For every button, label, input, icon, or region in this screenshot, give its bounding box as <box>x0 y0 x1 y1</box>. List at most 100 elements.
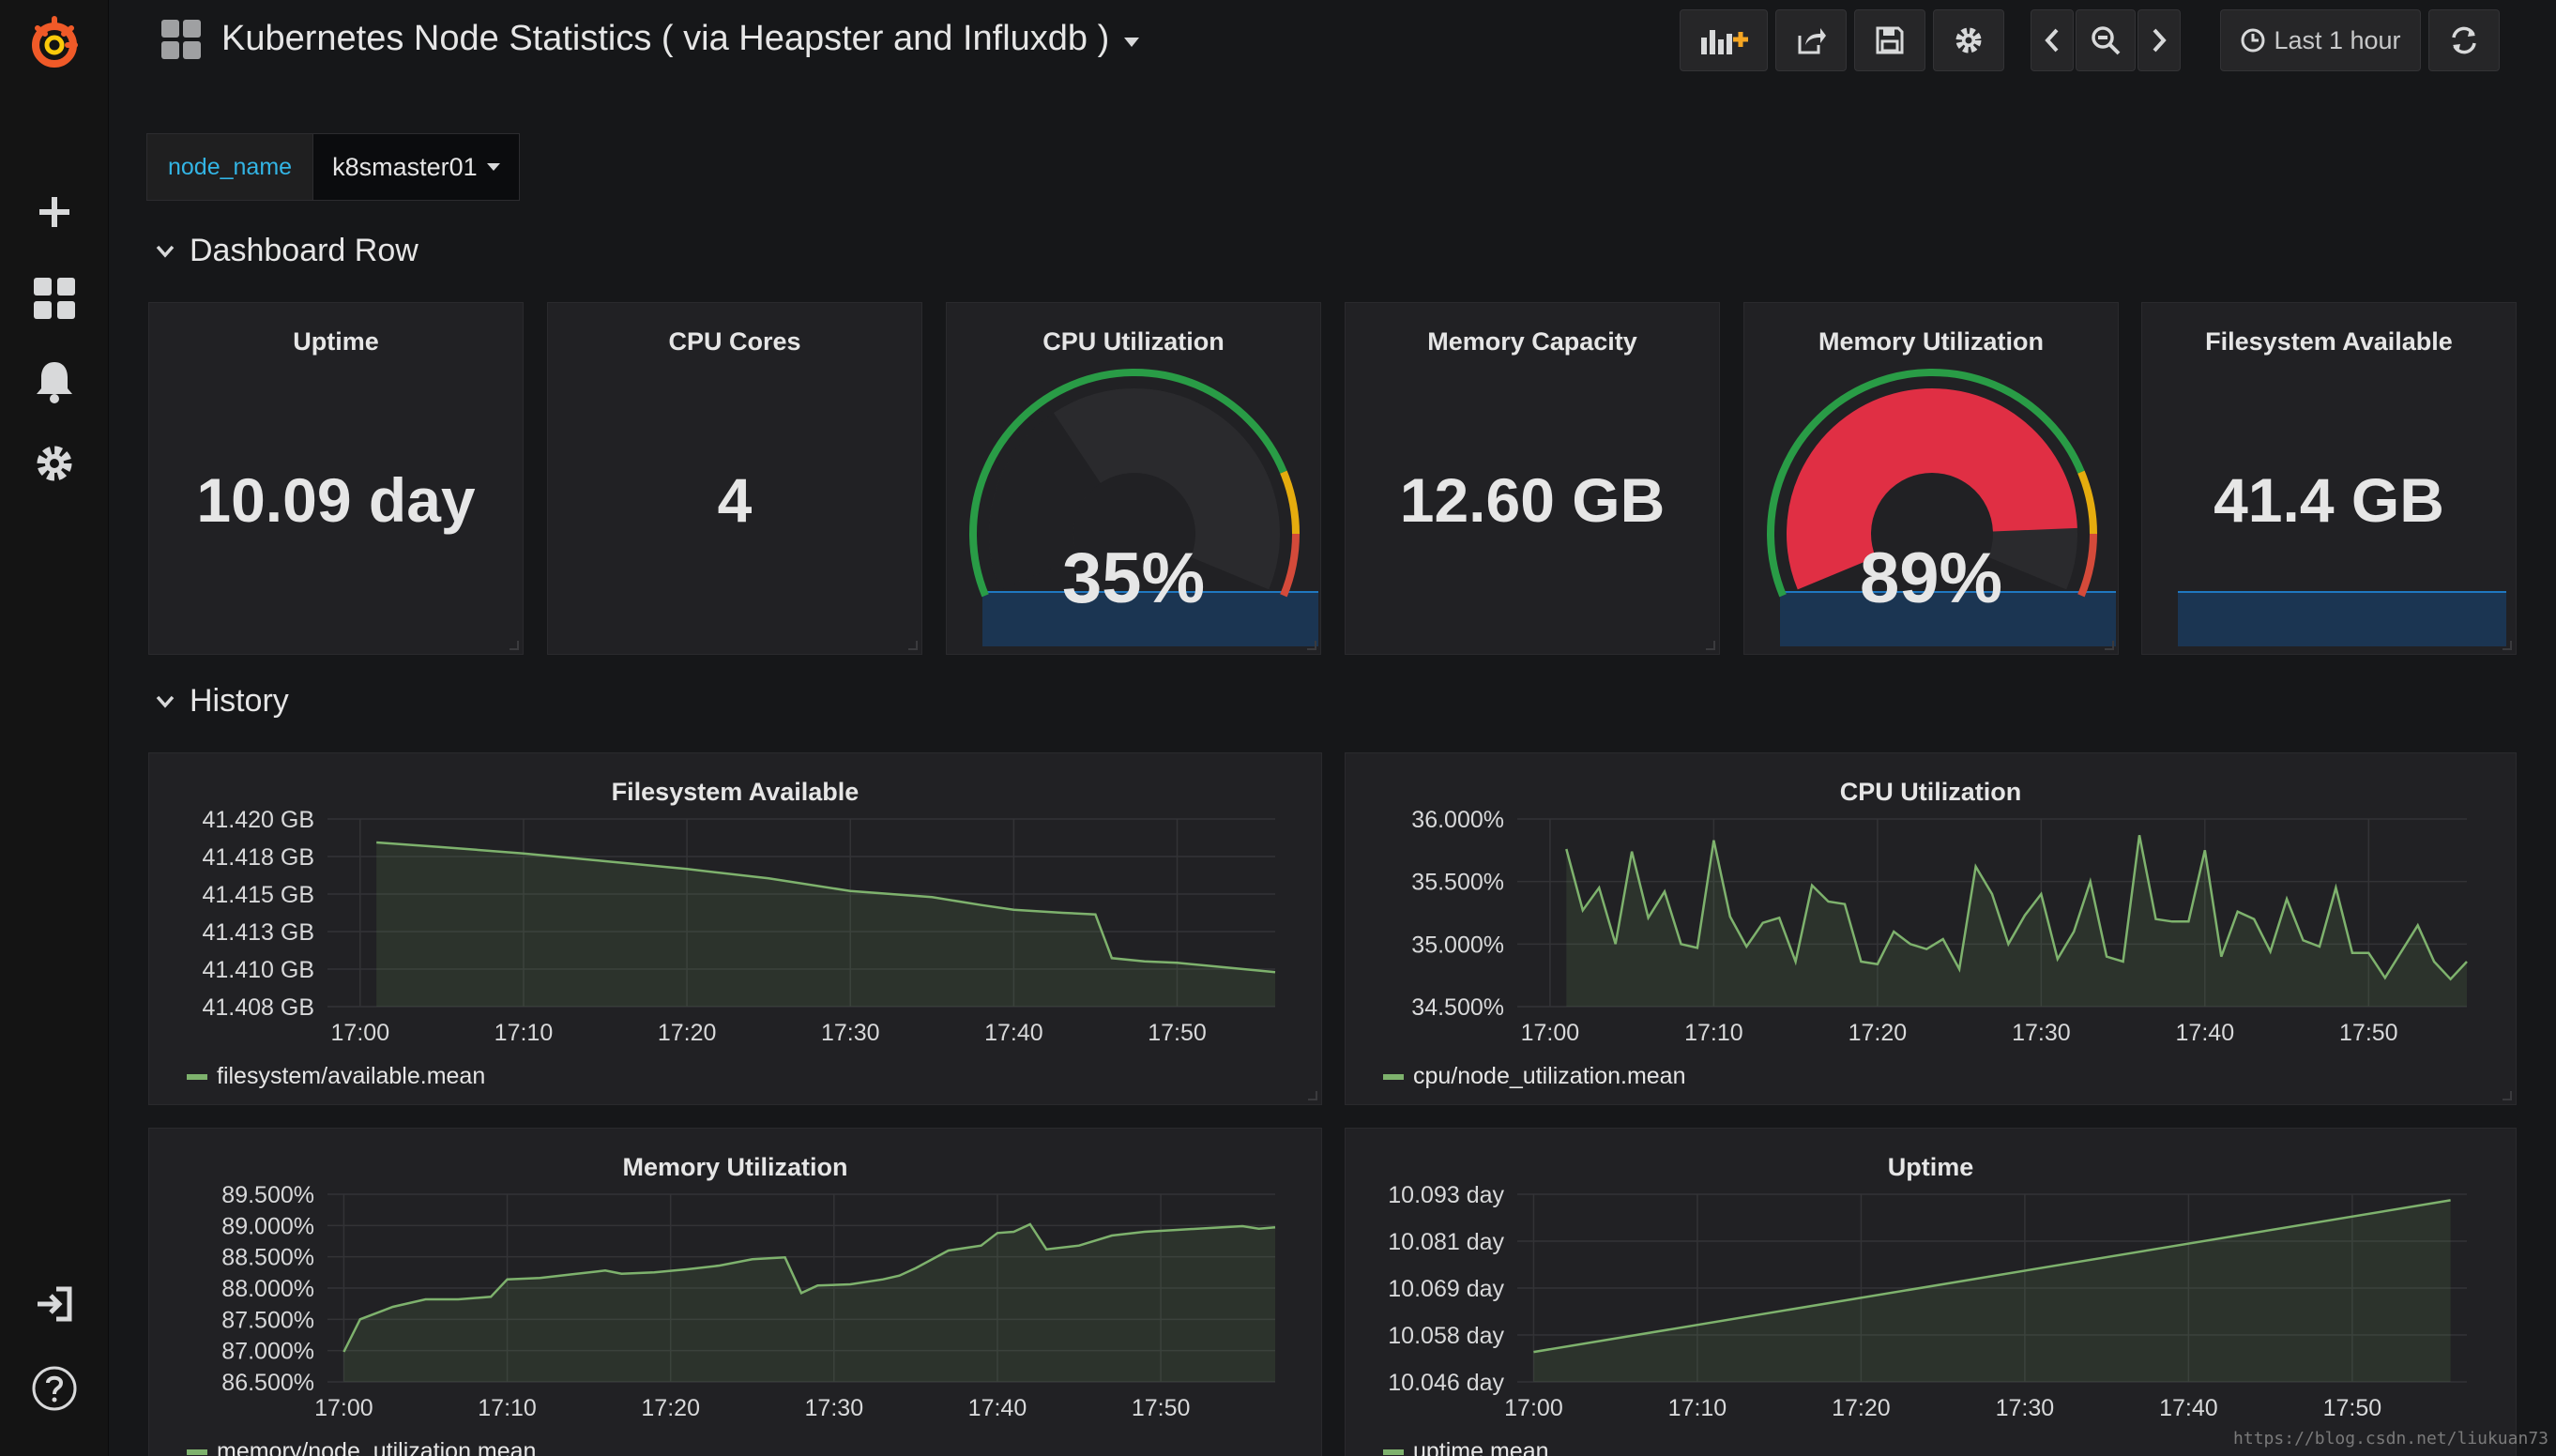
row-header-history[interactable]: History <box>156 683 289 720</box>
add-panel-icon <box>1701 30 1748 54</box>
panel-title: Memory Utilization <box>622 1153 848 1181</box>
resize-handle[interactable] <box>1308 1091 1317 1100</box>
graph-panel-memory-utilization[interactable]: Memory Utilization 89.500% 89.000% 88.500%… <box>148 1128 1322 1456</box>
gauge-threshold-orange <box>1280 470 1300 535</box>
x-tick-label: 17:00 <box>1521 1020 1580 1046</box>
graph-memory-utilization[interactable]: 89.500% 89.000% 88.500% 88.000% 87.500% 87.00… <box>149 1129 1323 1456</box>
x-tick-label: 17:30 <box>821 1020 880 1046</box>
graph-panel-cpu-utilization[interactable]: CPU Utilization 36.000% 35.500% 35.000% 34.… <box>1345 752 2517 1105</box>
resize-handle[interactable] <box>1307 641 1316 650</box>
resize-handle[interactable] <box>510 641 519 650</box>
legend-item[interactable]: memory/node_utilization.mean <box>187 1438 536 1456</box>
graph-cpu-utilization[interactable]: 36.000% 35.500% 35.000% 34.500% 17:00 17:10 17… <box>1346 753 2518 1106</box>
gauge-value: 89% <box>1859 538 2003 618</box>
stat-panel-cpu-cores[interactable]: CPU Cores 4 <box>547 302 922 655</box>
time-picker-button[interactable]: Last 1 hour <box>2220 9 2421 71</box>
create-plus-icon[interactable] <box>0 174 109 250</box>
x-tick-label: 17:30 <box>1996 1395 2055 1421</box>
stat-panel-uptime[interactable]: Uptime 10.09 day <box>148 302 524 655</box>
alerting-bell-icon[interactable] <box>0 343 109 418</box>
top-navbar: Kubernetes Node Statistics ( via Heapste… <box>109 0 2556 86</box>
graph-panel-filesystem-available[interactable]: Filesystem Available 41.420 GB 41.418 GB 4… <box>148 752 1322 1105</box>
y-tick-label: 41.410 GB <box>202 957 314 983</box>
row-header-dashboard-row[interactable]: Dashboard Row <box>156 233 418 269</box>
stat-panel-memory-capacity[interactable]: Memory Capacity 12.60 GB <box>1345 302 1720 655</box>
grafana-logo-icon[interactable] <box>0 6 109 81</box>
x-tick-label: 17:50 <box>1132 1395 1191 1421</box>
panel-title: Filesystem Available <box>611 778 860 806</box>
time-shift-back-button[interactable] <box>2031 9 2074 71</box>
y-tick-label: 36.000% <box>1411 807 1504 833</box>
memory-gauge <box>1767 369 2097 598</box>
x-tick-label: 17:40 <box>968 1395 1027 1421</box>
x-tick-label: 17:10 <box>1684 1020 1743 1046</box>
refresh-icon <box>2452 26 2476 54</box>
x-tick-label: 17:40 <box>984 1020 1043 1046</box>
node-name-select[interactable]: k8smaster01 <box>312 133 520 201</box>
resize-handle[interactable] <box>908 641 918 650</box>
configuration-gear-icon[interactable] <box>0 426 109 501</box>
cpu-gauge <box>969 369 1300 598</box>
resize-handle[interactable] <box>2503 641 2512 650</box>
legend-swatch <box>187 1448 207 1455</box>
series-line <box>376 841 1276 974</box>
add-panel-button[interactable] <box>1680 9 1768 71</box>
x-tick-label: 17:10 <box>478 1395 537 1421</box>
dashboard-title: Kubernetes Node Statistics ( via Heapste… <box>221 19 1110 58</box>
x-tick-label: 17:20 <box>1849 1020 1908 1046</box>
y-tick-label: 89.000% <box>221 1213 314 1239</box>
dashboard-settings-button[interactable] <box>1933 9 2004 71</box>
gauge-threshold-red <box>2077 533 2097 598</box>
x-tick-label: 17:20 <box>1832 1395 1891 1421</box>
graph-uptime[interactable]: 10.093 day 10.081 day 10.069 day 10.058 day… <box>1346 1129 2518 1456</box>
y-tick-label: 35.500% <box>1411 870 1504 896</box>
dashboard-picker[interactable]: Kubernetes Node Statistics ( via Heapste… <box>161 19 1140 59</box>
gauge-threshold-green <box>1767 369 2085 598</box>
gauge-panel-memory-utilization[interactable]: Memory Utilization 89% <box>1743 302 2119 655</box>
clock-icon <box>2241 28 2265 53</box>
x-tick-label: 17:10 <box>494 1020 554 1046</box>
refresh-button[interactable] <box>2428 9 2500 71</box>
y-tick-label: 41.415 GB <box>202 882 314 908</box>
legend-swatch <box>1383 1073 1404 1080</box>
x-tick-label: 17:00 <box>314 1395 373 1421</box>
chevron-down-icon <box>1124 37 1140 47</box>
stat-value: 4 <box>717 465 753 535</box>
stat-panel-filesystem-available[interactable]: Filesystem Available 41.4 GB <box>2141 302 2517 655</box>
x-tick-label: 17:20 <box>641 1395 700 1421</box>
legend-label: filesystem/available.mean <box>217 1063 486 1089</box>
panel-title: Filesystem Available <box>2205 327 2453 356</box>
time-shift-forward-button[interactable] <box>2138 9 2181 71</box>
legend-item[interactable]: cpu/node_utilization.mean <box>1383 1063 1685 1090</box>
gauge-panel-cpu-utilization[interactable]: CPU Utilization 35% <box>946 302 1321 655</box>
y-tick-label: 10.093 day <box>1388 1182 1504 1208</box>
x-tick-label: 17:30 <box>2012 1020 2071 1046</box>
resize-handle[interactable] <box>1706 641 1715 650</box>
legend-item[interactable]: filesystem/available.mean <box>187 1063 485 1090</box>
y-tick-label: 89.500% <box>221 1182 314 1208</box>
dashboards-icon[interactable] <box>0 261 109 336</box>
gauge-value: 35% <box>1061 538 1206 618</box>
help-icon[interactable] <box>0 1351 109 1426</box>
sparkline <box>982 591 1318 646</box>
legend-item[interactable]: uptime.mean <box>1383 1438 1549 1456</box>
x-tick-label: 17:50 <box>2323 1395 2382 1421</box>
graph-filesystem-available[interactable]: 41.420 GB 41.418 GB 41.415 GB 41.413 GB 41.4… <box>149 753 1323 1106</box>
zoom-out-button[interactable] <box>2076 9 2136 71</box>
sign-in-icon[interactable] <box>0 1266 109 1342</box>
gauge-threshold-green <box>969 369 1287 598</box>
share-button[interactable] <box>1775 9 1847 71</box>
save-dashboard-button[interactable] <box>1854 9 1925 71</box>
resize-handle[interactable] <box>2503 1091 2512 1100</box>
graph-panel-uptime[interactable]: Uptime 10.093 day 10.081 day 10.069 day 10.… <box>1345 1128 2517 1456</box>
legend-label: uptime.mean <box>1413 1438 1549 1456</box>
y-tick-label: 10.081 day <box>1388 1229 1504 1255</box>
panel-title: CPU Utilization <box>1042 327 1225 356</box>
legend-swatch <box>187 1073 207 1080</box>
panel-title: CPU Utilization <box>1839 778 2022 806</box>
x-tick-label: 17:00 <box>331 1020 390 1046</box>
panel-title: Memory Utilization <box>1818 327 2045 356</box>
resize-handle[interactable] <box>2105 641 2114 650</box>
gauge-value-arc <box>1787 388 2077 590</box>
y-tick-label: 35.000% <box>1411 932 1504 958</box>
